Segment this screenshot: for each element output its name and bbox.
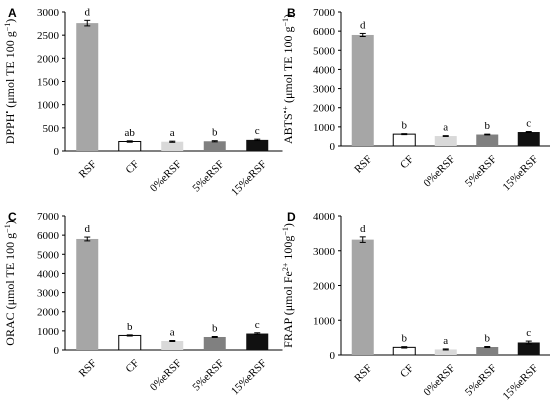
bar-rsf xyxy=(352,240,374,355)
bar-rsf xyxy=(76,239,98,350)
x-tick-label: CF xyxy=(124,357,142,375)
significance-letter: d xyxy=(85,6,91,18)
y-tick-label: 1000 xyxy=(37,326,60,338)
y-tick-label: 7000 xyxy=(37,211,60,223)
y-tick-label: 2000 xyxy=(313,281,336,293)
chart-panel-d: D 0 1000 2000 3000 4000 FRAP (μmol Fe2+ 100g−1… xyxy=(281,210,550,402)
significance-letter: d xyxy=(85,223,91,235)
significance-letter: a xyxy=(170,327,175,339)
x-tick-label: 15%eRSF xyxy=(229,158,269,198)
x-tick-label: 5%eRSF xyxy=(190,357,226,393)
bar-0pctersf xyxy=(435,136,457,146)
bar-5pctersf xyxy=(476,347,498,355)
chart-panel-a: A 0 500 1000 1500 2000 2500 3000 DPPH• (μmol TE … xyxy=(3,6,283,198)
y-tick-label: 6000 xyxy=(313,26,336,38)
y-tick-label: 500 xyxy=(43,123,60,135)
significance-letter: c xyxy=(526,118,531,130)
x-tick-label: RSF xyxy=(77,357,99,379)
x-tick-label: 0%eRSF xyxy=(148,158,184,194)
y-tick-label: 0 xyxy=(54,146,60,158)
y-tick-label: 2000 xyxy=(313,103,336,115)
y-tick-label: 4000 xyxy=(37,268,60,280)
x-tick-label: RSF xyxy=(352,362,374,384)
significance-letter: b xyxy=(402,120,408,132)
y-axis-label: FRAP (μmol Fe2+ 100g−1) xyxy=(281,223,296,348)
y-tick-label: 3000 xyxy=(37,288,60,300)
y-tick-label: 3000 xyxy=(313,246,336,258)
bar-5pctersf xyxy=(204,141,226,151)
x-tick-label: CF xyxy=(124,158,142,176)
bar-rsf xyxy=(76,23,98,151)
bar-15pctersf xyxy=(518,132,540,146)
y-tick-label: 1500 xyxy=(37,77,60,89)
bar-rsf xyxy=(352,35,374,146)
y-tick-label: 5000 xyxy=(313,45,336,57)
y-tick-label: 2000 xyxy=(37,307,60,319)
y-tick-label: 0 xyxy=(330,350,336,362)
y-tick-label: 0 xyxy=(54,345,60,357)
panel-letter: D xyxy=(287,210,296,224)
significance-letter: a xyxy=(443,335,448,347)
panel-letter: A xyxy=(8,6,17,20)
bar-cf xyxy=(119,142,141,151)
y-tick-label: 3000 xyxy=(37,7,60,19)
significance-letter: a xyxy=(443,122,448,134)
y-tick-label: 2000 xyxy=(37,53,60,65)
x-tick-label: 15%eRSF xyxy=(500,153,540,193)
significance-letter: b xyxy=(212,323,218,335)
significance-letter: d xyxy=(360,223,366,235)
y-tick-label: 1000 xyxy=(313,315,336,327)
significance-letter: b xyxy=(485,332,491,344)
x-tick-label: CF xyxy=(398,153,416,171)
significance-letter: d xyxy=(360,19,366,31)
significance-letter: ab xyxy=(125,127,136,139)
bar-5pctersf xyxy=(476,135,498,146)
bar-15pctersf xyxy=(246,140,268,151)
x-tick-label: RSF xyxy=(77,158,99,180)
x-tick-label: 15%eRSF xyxy=(500,362,540,402)
x-tick-label: RSF xyxy=(352,153,374,175)
x-tick-label: 15%eRSF xyxy=(229,357,269,397)
x-tick-label: 5%eRSF xyxy=(463,153,499,189)
y-tick-label: 1000 xyxy=(37,100,60,112)
significance-letter: b xyxy=(212,127,218,139)
y-axis-label: ORAC (μmol TE 100 g−1) xyxy=(3,220,18,345)
y-tick-label: 6000 xyxy=(37,230,60,242)
bar-cf xyxy=(119,335,141,350)
x-tick-label: 5%eRSF xyxy=(190,158,226,194)
x-tick-label: 0%eRSF xyxy=(421,362,457,398)
significance-letter: a xyxy=(170,127,175,139)
y-tick-label: 0 xyxy=(330,141,336,153)
x-tick-label: 0%eRSF xyxy=(148,357,184,393)
significance-letter: c xyxy=(526,327,531,339)
bar-cf xyxy=(393,134,415,146)
significance-letter: b xyxy=(485,120,491,132)
y-axis-label: ABTS•+ (μmol TE 100 g−1) xyxy=(281,14,296,144)
bar-15pctersf xyxy=(246,334,268,350)
x-tick-label: CF xyxy=(398,362,416,380)
y-tick-label: 5000 xyxy=(37,249,60,261)
x-tick-label: 5%eRSF xyxy=(463,362,499,398)
x-tick-label: 0%eRSF xyxy=(421,153,457,189)
significance-letter: b xyxy=(402,333,408,345)
bar-0pctersf xyxy=(161,142,183,151)
y-tick-label: 7000 xyxy=(313,7,336,19)
y-tick-label: 4000 xyxy=(313,211,336,223)
y-tick-label: 4000 xyxy=(313,64,336,76)
y-tick-label: 2500 xyxy=(37,30,60,42)
bar-5pctersf xyxy=(204,337,226,350)
significance-letter: c xyxy=(255,319,260,331)
y-axis-label: DPPH• (μmol TE 100 g−1) xyxy=(3,19,18,145)
bar-0pctersf xyxy=(161,341,183,350)
y-tick-label: 3000 xyxy=(313,84,336,96)
significance-letter: b xyxy=(127,321,133,333)
y-tick-label: 1000 xyxy=(313,122,336,134)
significance-letter: c xyxy=(255,125,260,137)
